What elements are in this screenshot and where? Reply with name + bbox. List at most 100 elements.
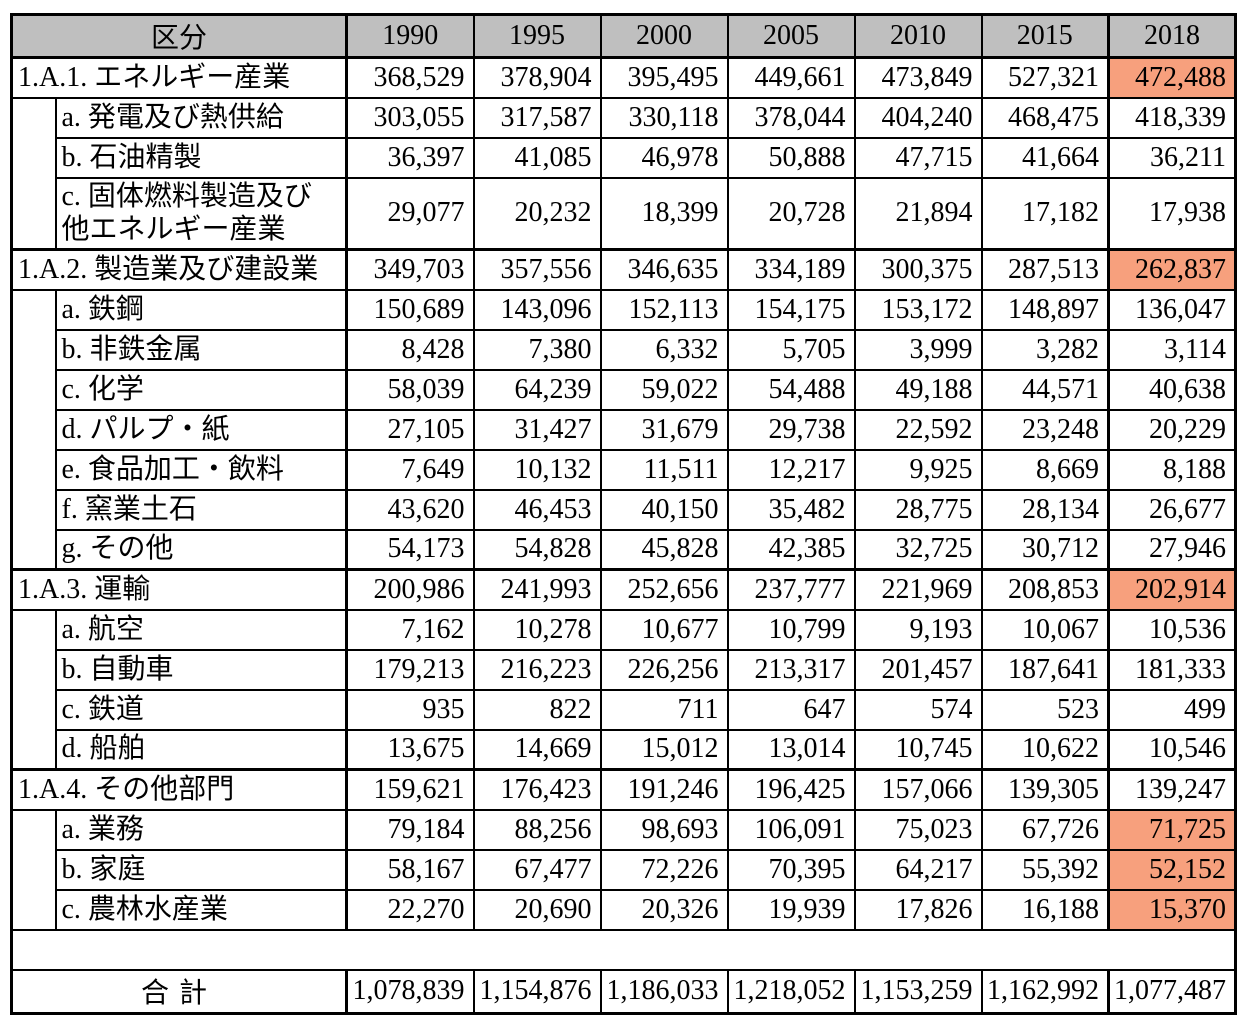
- value-cell: 303,055: [345, 96, 475, 139]
- value-cell: 55,392: [980, 848, 1110, 891]
- value-cell: 287,513: [980, 248, 1110, 291]
- value-cell: 8,669: [980, 448, 1110, 491]
- sub-row: b. 石油精製 36,397 41,085 46,978 50,888 47,715 41,…: [12, 136, 1237, 179]
- value-cell: 44,571: [980, 368, 1110, 411]
- value-cell: 20,728: [726, 176, 856, 251]
- value-cell: 27,105: [345, 408, 475, 451]
- value-cell: 98,693: [599, 808, 729, 851]
- value-cell: 252,656: [599, 568, 729, 611]
- sub-row-label: c. 化学: [54, 368, 348, 411]
- value-cell: 10,536: [1107, 608, 1237, 651]
- value-cell: 20,229: [1107, 408, 1237, 451]
- value-cell: 300,375: [853, 248, 983, 291]
- section-row: 1.A.1. エネルギー産業 368,529 378,904 395,495 449,6…: [10, 56, 1237, 99]
- sub-row-label: b. 自動車: [54, 648, 348, 691]
- value-cell: 58,039: [345, 368, 475, 411]
- year-column-header-2000: 2000: [599, 13, 729, 59]
- value-cell: 70,395: [726, 848, 856, 891]
- value-cell: 14,669: [472, 728, 602, 771]
- value-cell: 59,022: [599, 368, 729, 411]
- value-cell: 10,067: [980, 608, 1110, 651]
- sub-row-label: a. 航空: [54, 608, 348, 651]
- value-cell: 67,726: [980, 808, 1110, 851]
- value-cell: 191,246: [599, 768, 729, 811]
- value-cell: 15,370: [1107, 888, 1237, 931]
- value-cell: 221,969: [853, 568, 983, 611]
- value-cell: 139,247: [1107, 768, 1237, 811]
- value-cell: 41,664: [980, 136, 1110, 179]
- value-cell: 40,638: [1107, 368, 1237, 411]
- value-cell: 79,184: [345, 808, 475, 851]
- value-cell: 208,853: [980, 568, 1110, 611]
- indent-cell: [10, 808, 57, 931]
- sub-row: d. パルプ・紙 27,105 31,427 31,679 29,738 22,592 23…: [12, 408, 1237, 451]
- value-cell: 52,152: [1107, 848, 1237, 891]
- value-cell: 334,189: [726, 248, 856, 291]
- value-cell: 346,635: [599, 248, 729, 291]
- sub-row: g. その他 54,173 54,828 45,828 42,385 32,725 30,7…: [12, 528, 1237, 571]
- total-value-cell: 1,218,052: [726, 968, 856, 1015]
- value-cell: 213,317: [726, 648, 856, 691]
- value-cell: 46,978: [599, 136, 729, 179]
- value-cell: 196,425: [726, 768, 856, 811]
- value-cell: 8,428: [345, 328, 475, 371]
- document-sheet: 区分 1990 1995 2000 2005 2010 2015 2018 1.…: [10, 13, 1238, 1015]
- value-cell: 237,777: [726, 568, 856, 611]
- value-cell: 262,837: [1107, 248, 1237, 291]
- total-row-label: 合計: [10, 968, 348, 1015]
- value-cell: 935: [345, 688, 475, 731]
- value-cell: 8,188: [1107, 448, 1237, 491]
- sub-row: a. 発電及び熱供給 303,055 317,587 330,118 378,044 40…: [10, 96, 1237, 251]
- total-value-cell: 1,077,487: [1107, 968, 1237, 1015]
- value-cell: 201,457: [853, 648, 983, 691]
- indent-cell: [10, 288, 57, 571]
- value-cell: 36,211: [1107, 136, 1237, 179]
- sub-row-label: d. 船舶: [54, 728, 348, 771]
- value-cell: 47,715: [853, 136, 983, 179]
- value-cell: 22,270: [345, 888, 475, 931]
- indent-cell: [10, 96, 57, 251]
- value-cell: 157,066: [853, 768, 983, 811]
- value-cell: 378,044: [726, 96, 856, 139]
- value-cell: 31,427: [472, 408, 602, 451]
- table-header: 区分 1990 1995 2000 2005 2010 2015 2018: [10, 13, 1237, 59]
- value-cell: 20,326: [599, 888, 729, 931]
- sub-row-label: f. 窯業土石: [54, 488, 348, 531]
- value-cell: 106,091: [726, 808, 856, 851]
- value-cell: 368,529: [345, 56, 475, 99]
- value-cell: 64,239: [472, 368, 602, 411]
- value-cell: 395,495: [599, 56, 729, 99]
- year-column-header-2015: 2015: [980, 13, 1110, 59]
- value-cell: 176,423: [472, 768, 602, 811]
- value-cell: 3,282: [980, 328, 1110, 371]
- value-cell: 40,150: [599, 488, 729, 531]
- indent-cell: [10, 608, 57, 771]
- value-cell: 28,775: [853, 488, 983, 531]
- value-cell: 241,993: [472, 568, 602, 611]
- value-cell: 19,939: [726, 888, 856, 931]
- value-cell: 10,745: [853, 728, 983, 771]
- value-cell: 200,986: [345, 568, 475, 611]
- value-cell: 41,085: [472, 136, 602, 179]
- value-cell: 50,888: [726, 136, 856, 179]
- value-cell: 330,118: [599, 96, 729, 139]
- value-cell: 3,999: [853, 328, 983, 371]
- value-cell: 31,679: [599, 408, 729, 451]
- value-cell: 35,482: [726, 488, 856, 531]
- value-cell: 45,828: [599, 528, 729, 571]
- sub-row: c. 農林水産業 22,270 20,690 20,326 19,939 17,826 16…: [12, 888, 1237, 931]
- value-cell: 139,305: [980, 768, 1110, 811]
- sub-row: d. 船舶 13,675 14,669 15,012 13,014 10,745 10,62…: [12, 728, 1237, 771]
- value-cell: 15,012: [599, 728, 729, 771]
- sub-row: f. 窯業土石 43,620 46,453 40,150 35,482 28,775 28,…: [12, 488, 1237, 531]
- sub-row-label: a. 発電及び熱供給: [54, 96, 348, 139]
- year-column-header-1995: 1995: [472, 13, 602, 59]
- value-cell: 187,641: [980, 648, 1110, 691]
- value-cell: 30,712: [980, 528, 1110, 571]
- value-cell: 17,938: [1107, 176, 1237, 251]
- value-cell: 449,661: [726, 56, 856, 99]
- value-cell: 9,193: [853, 608, 983, 651]
- value-cell: 349,703: [345, 248, 475, 291]
- value-cell: 159,621: [345, 768, 475, 811]
- value-cell: 32,725: [853, 528, 983, 571]
